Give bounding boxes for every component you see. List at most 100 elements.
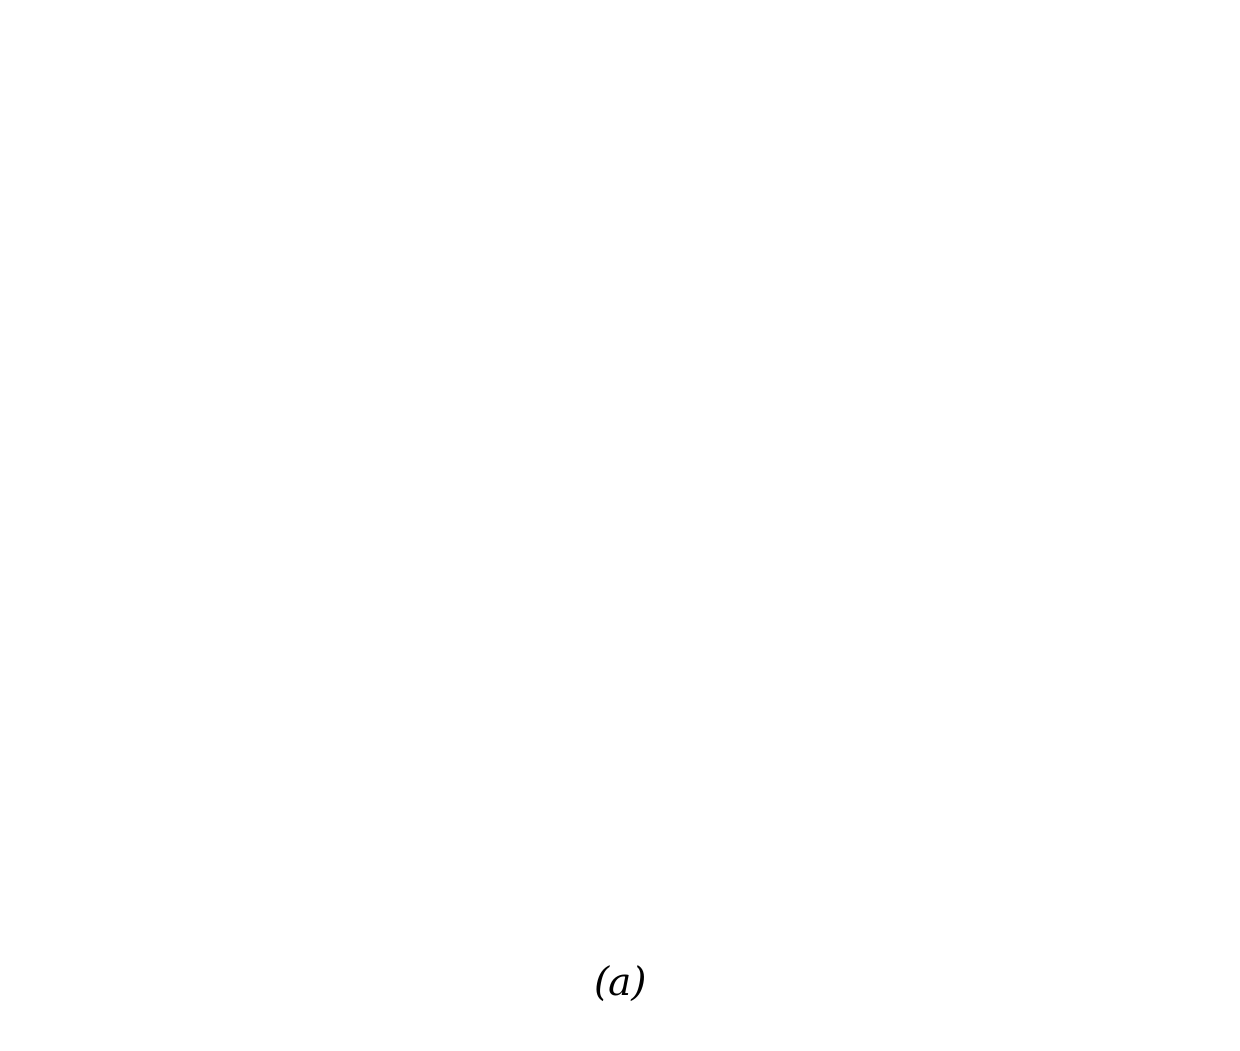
Point <box>309 662 329 679</box>
Point <box>1147 741 1167 758</box>
Point <box>616 336 636 353</box>
Point <box>2 104 22 121</box>
Point <box>480 503 500 520</box>
Point <box>145 144 165 161</box>
Point <box>627 227 647 244</box>
Point <box>680 429 699 446</box>
Point <box>445 212 465 229</box>
Point <box>838 446 858 462</box>
Point <box>346 384 366 400</box>
Point <box>1221 680 1240 697</box>
Point <box>16 494 36 511</box>
Point <box>696 213 715 230</box>
Point <box>744 383 764 399</box>
Point <box>502 390 522 407</box>
Point <box>661 41 681 58</box>
Point <box>361 656 381 673</box>
Point <box>1083 331 1102 348</box>
Point <box>916 566 936 583</box>
Point <box>997 409 1017 426</box>
Point <box>611 233 631 250</box>
Point <box>658 702 678 719</box>
Point <box>862 29 882 46</box>
Point <box>42 726 62 743</box>
Point <box>1090 563 1110 580</box>
Point <box>719 439 739 456</box>
Point <box>201 176 221 192</box>
Point <box>479 445 498 461</box>
Point <box>62 626 82 643</box>
Point <box>353 11 373 27</box>
Point <box>244 598 264 615</box>
Point <box>1040 847 1060 864</box>
Point <box>86 36 105 53</box>
Point <box>632 536 652 553</box>
Point <box>709 435 729 452</box>
Point <box>810 548 830 564</box>
Point <box>197 523 217 540</box>
Point <box>789 419 808 436</box>
Point <box>825 364 844 380</box>
Point <box>640 561 660 578</box>
Point <box>179 416 198 433</box>
Point <box>978 60 998 77</box>
Point <box>982 337 1002 354</box>
Point <box>968 298 988 315</box>
Point <box>1115 597 1135 614</box>
Point <box>763 428 782 445</box>
Point <box>308 127 327 144</box>
Point <box>337 404 357 420</box>
Point <box>482 583 502 600</box>
Point <box>508 339 528 356</box>
Point <box>770 129 790 146</box>
Point <box>150 373 170 390</box>
Point <box>1075 32 1095 48</box>
Point <box>304 150 324 167</box>
Point <box>46 535 66 552</box>
Point <box>914 388 934 405</box>
Point <box>890 607 910 624</box>
Point <box>1055 105 1075 122</box>
Point <box>856 496 875 513</box>
Point <box>1058 207 1078 224</box>
Point <box>438 49 458 66</box>
Point <box>753 437 773 454</box>
Point <box>893 223 913 240</box>
Point <box>636 377 656 394</box>
Point <box>249 104 269 121</box>
Point <box>625 6 645 23</box>
Point <box>776 337 796 354</box>
Point <box>921 508 941 524</box>
Point <box>631 373 651 390</box>
Point <box>51 547 71 563</box>
Point <box>790 228 810 245</box>
Point <box>698 389 718 406</box>
Point <box>105 467 125 483</box>
Point <box>143 420 162 437</box>
Point <box>1164 202 1184 219</box>
Point <box>451 357 471 374</box>
Point <box>222 145 242 162</box>
Point <box>1061 233 1081 250</box>
Point <box>436 368 456 385</box>
Point <box>686 279 706 295</box>
Point <box>495 356 515 373</box>
Point <box>990 366 1009 383</box>
Point <box>61 320 81 336</box>
Point <box>620 45 640 62</box>
Point <box>258 447 278 463</box>
Point <box>475 293 495 310</box>
Point <box>1078 345 1097 362</box>
Point <box>461 313 481 330</box>
Point <box>849 507 869 523</box>
Point <box>950 705 970 722</box>
Point <box>242 115 262 131</box>
Point <box>1101 740 1121 757</box>
Point <box>650 255 670 272</box>
Point <box>145 312 165 329</box>
Point <box>931 436 951 453</box>
Point <box>1112 394 1132 411</box>
Point <box>267 102 286 119</box>
Point <box>908 607 928 624</box>
Point <box>501 437 521 454</box>
